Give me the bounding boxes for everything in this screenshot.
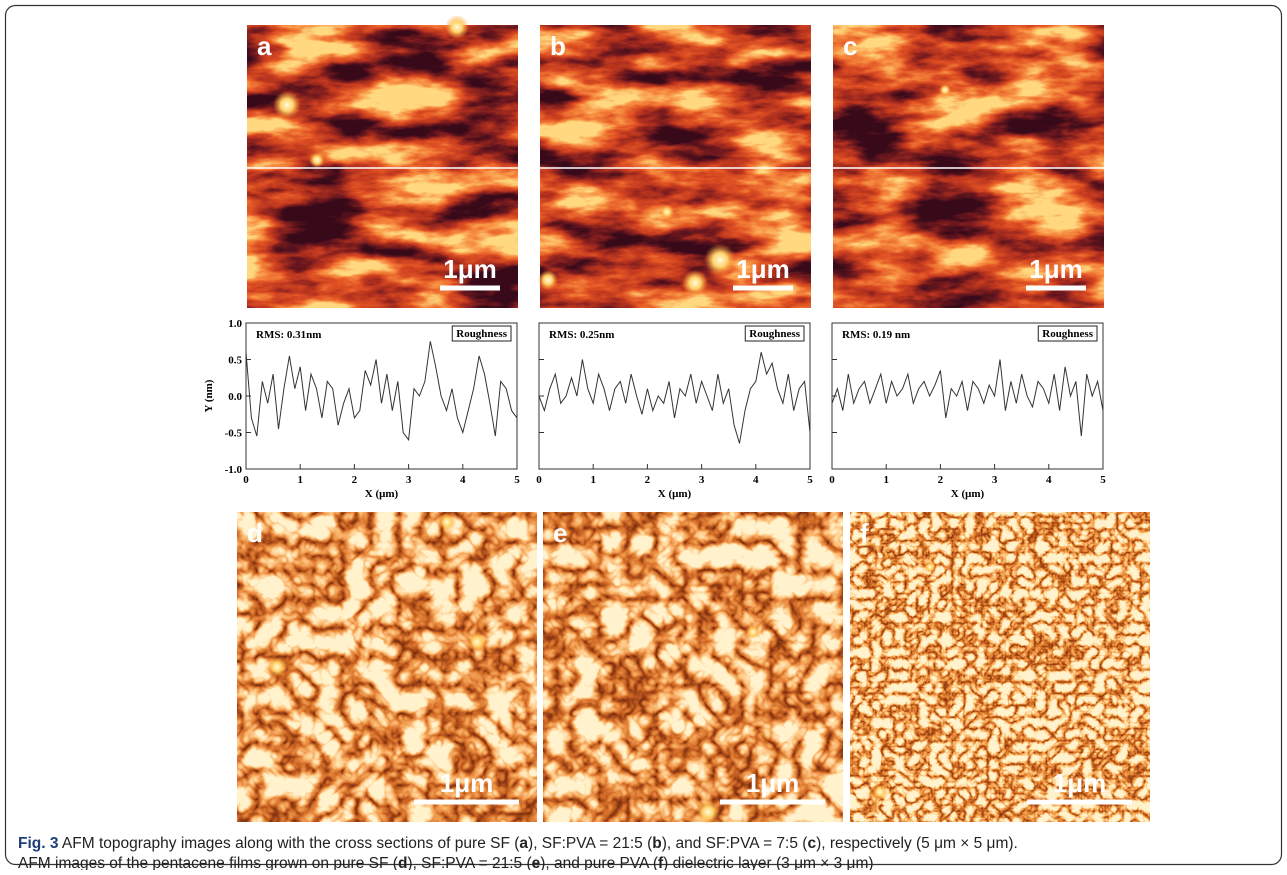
scale-bar-label: 1μm: [440, 768, 494, 798]
profile-charts: 0 1 2 3 4 5 -1.0 -0.5 0.0 0.5 1.0 X (μm) Y (nm) RMS: …: [203, 318, 1106, 500]
x-tick-label: 1: [297, 474, 303, 486]
x-tick-label: 4: [1046, 474, 1052, 486]
y-tick-label: 1.0: [228, 318, 242, 330]
panel-label: f: [860, 518, 869, 548]
bright-spot: [273, 91, 301, 119]
caption-text: AFM topography images along with the cro…: [58, 835, 520, 852]
x-axis-label: X (μm): [365, 488, 399, 500]
x-tick-label: 4: [753, 474, 759, 486]
afm-image: b 1μm: [538, 25, 811, 308]
caption-text: ) dielectric layer (3 μm × 3 μm): [663, 855, 873, 870]
bright-spot: [660, 205, 674, 219]
x-tick-label: 1: [883, 474, 889, 486]
bright-spot: [467, 632, 487, 652]
x-tick-label: 2: [938, 474, 944, 486]
x-tick-label: 0: [243, 474, 249, 486]
profile-chart: 0 1 2 3 4 5 X (μm) RMS: 0.19 nm Roughness: [829, 323, 1106, 500]
bright-spot: [704, 244, 736, 276]
x-tick-label: 3: [699, 474, 705, 486]
panel-label: a: [257, 31, 272, 61]
caption-text: ), and SF:PVA = 7:5 (: [662, 835, 809, 852]
scale-bar-label: 1μm: [1029, 254, 1083, 284]
scale-bar-label: 1μm: [736, 254, 790, 284]
figure: a1μmb1μmc1μmd1μme1μmf1μm 012345-1.0-0.50…: [0, 0, 1287, 870]
x-axis-label: X (μm): [951, 488, 985, 500]
scale-bar-label: 1μm: [1053, 768, 1107, 798]
caption-bold: d: [398, 855, 407, 870]
page: {"panels": [ {"label": "a", "scale_bar":…: [0, 0, 1287, 870]
caption-line: AFM images of the pentacene films grown …: [18, 855, 874, 870]
rms-annotation: RMS: 0.25nm: [549, 329, 614, 341]
plot-frame: [246, 323, 517, 469]
bright-spot: [438, 513, 456, 531]
legend-label: Roughness: [1042, 328, 1093, 340]
y-tick-label: 0.5: [228, 355, 242, 367]
x-tick-label: 0: [536, 474, 542, 486]
scale-bar-label: 1μm: [746, 768, 800, 798]
caption-line: Fig. 3 AFM topography images along with …: [18, 835, 1018, 852]
x-tick-label: 5: [1100, 474, 1106, 486]
bright-spot: [445, 15, 469, 39]
x-tick-label: 5: [807, 474, 813, 486]
caption-bold: Fig. 3: [18, 835, 59, 852]
afm-image: d 1μm: [237, 512, 537, 822]
caption-bold: b: [652, 835, 661, 852]
x-tick-label: 2: [352, 474, 358, 486]
y-axis-label: Y (nm): [203, 379, 215, 412]
x-tick-label: 3: [406, 474, 412, 486]
x-tick-label: 1: [590, 474, 596, 486]
y-tick-label: 0.0: [228, 391, 242, 403]
afm-image: f 1μm: [850, 512, 1150, 822]
panel-label: b: [550, 31, 566, 61]
bright-spot: [538, 270, 558, 290]
afm-image: e 1μm: [543, 512, 843, 824]
plot-frame: [539, 323, 810, 469]
x-tick-label: 4: [460, 474, 466, 486]
caption-text: ), and pure PVA (: [540, 855, 659, 870]
x-tick-label: 5: [514, 474, 520, 486]
panel-label: e: [553, 518, 567, 548]
caption-text: ), respectively (5 μm × 5 μm).: [816, 835, 1018, 852]
y-tick-label: -1.0: [225, 464, 243, 476]
bright-spot: [682, 270, 708, 296]
scale-bar-label: 1μm: [443, 254, 497, 284]
caption-text: ), SF:PVA = 21:5 (: [407, 855, 532, 870]
bright-spot: [939, 84, 951, 96]
bright-spot: [309, 152, 325, 168]
rms-annotation: RMS: 0.19 nm: [842, 329, 910, 341]
y-tick-label: -0.5: [225, 428, 243, 440]
legend-label: Roughness: [749, 328, 800, 340]
legend-label: Roughness: [456, 328, 507, 340]
bright-spot: [924, 561, 936, 573]
x-axis-label: X (μm): [658, 488, 692, 500]
rms-annotation: RMS: 0.31nm: [256, 329, 321, 341]
caption-text: AFM images of the pentacene films grown …: [18, 855, 399, 870]
profile-chart: 0 1 2 3 4 5 -1.0 -0.5 0.0 0.5 1.0 X (μm) Y (nm) RMS: …: [203, 318, 520, 500]
panel-label: c: [843, 31, 857, 61]
bright-spot: [746, 625, 760, 639]
bright-spot: [267, 657, 287, 677]
x-tick-label: 2: [645, 474, 651, 486]
bright-spot: [872, 784, 888, 800]
afm-image: c 1μm: [833, 25, 1104, 308]
x-tick-label: 0: [829, 474, 835, 486]
profile-chart: 0 1 2 3 4 5 X (μm) RMS: 0.25nm Roughness: [536, 323, 813, 500]
x-tick-label: 3: [992, 474, 998, 486]
panel-label: d: [247, 518, 263, 548]
bright-spot: [696, 800, 720, 824]
caption-text: ), SF:PVA = 21:5 (: [528, 835, 653, 852]
afm-image: a 1μm: [247, 15, 518, 308]
